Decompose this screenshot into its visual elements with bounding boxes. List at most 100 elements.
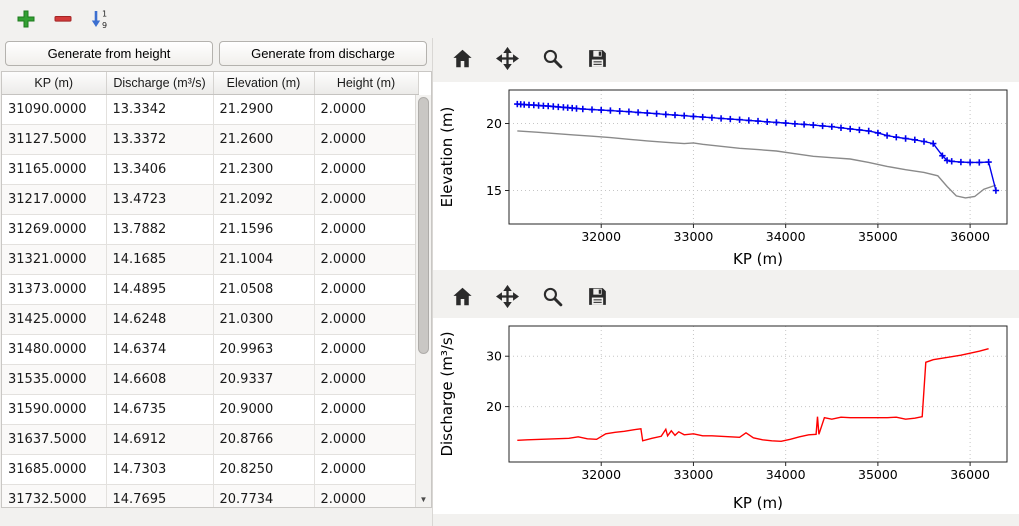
table-cell[interactable]: 2.0000 (314, 304, 419, 335)
pan-button[interactable] (493, 284, 521, 312)
zoom-icon (541, 285, 564, 311)
table-cell[interactable]: 2.0000 (314, 184, 419, 215)
table-cell[interactable]: 2.0000 (314, 274, 419, 305)
home-button[interactable] (448, 46, 476, 74)
table-row: 31425.0000 14.6248 21.0300 2.0000 (2, 304, 419, 335)
table-cell[interactable]: 31217.0000 (2, 184, 107, 215)
table-cell[interactable]: 31425.0000 (2, 304, 107, 335)
table-cell[interactable]: 31637.5000 (2, 424, 107, 455)
plus-icon (15, 8, 37, 30)
scrollbar-thumb[interactable] (418, 97, 429, 355)
table-row: 31127.5000 13.3372 21.2600 2.0000 (2, 124, 419, 155)
save-icon (586, 47, 609, 73)
table-cell[interactable]: 31165.0000 (2, 154, 107, 185)
table-cell[interactable]: 13.3342 (106, 94, 214, 125)
table-cell[interactable]: 20.8250 (213, 454, 315, 485)
table-cell[interactable]: 31590.0000 (2, 394, 107, 425)
table-cell[interactable]: 14.7695 (106, 484, 214, 507)
table-cell[interactable]: 31321.0000 (2, 244, 107, 275)
table-cell[interactable]: 14.4895 (106, 274, 214, 305)
table-cell[interactable]: 14.6608 (106, 364, 214, 395)
table-cell[interactable]: 21.2092 (213, 184, 315, 215)
table-cell[interactable]: 2.0000 (314, 364, 419, 395)
sort-numeric-ascending-icon: 1 9 (89, 8, 111, 30)
table-cell[interactable]: 13.3406 (106, 154, 214, 185)
table-cell[interactable]: 13.3372 (106, 124, 214, 155)
profile-table: KP (m) Discharge (m³/s) Elevation (m) Heigh… (2, 72, 419, 507)
table-cell[interactable]: 31732.5000 (2, 484, 107, 507)
table-cell[interactable]: 14.6735 (106, 394, 214, 425)
pan-button[interactable] (493, 46, 521, 74)
main-toolbar: 1 9 (0, 0, 1019, 38)
table-row: 31732.5000 14.7695 20.7734 2.0000 (2, 484, 419, 507)
table-cell[interactable]: 2.0000 (314, 94, 419, 125)
svg-text:34000: 34000 (766, 229, 806, 244)
table-cell[interactable]: 21.1004 (213, 244, 315, 275)
table-cell[interactable]: 20.9963 (213, 334, 315, 365)
table-cell[interactable]: 2.0000 (314, 214, 419, 245)
table-scrollbar[interactable]: ▼ (415, 95, 431, 507)
table-cell[interactable]: 2.0000 (314, 424, 419, 455)
table-cell[interactable]: 2.0000 (314, 394, 419, 425)
table-cell[interactable]: 31685.0000 (2, 454, 107, 485)
zoom-button[interactable] (538, 46, 566, 74)
remove-row-button[interactable] (49, 5, 77, 33)
column-header[interactable]: Elevation (m) (213, 72, 315, 95)
table-cell[interactable]: 13.7882 (106, 214, 214, 245)
table-cell[interactable]: 2.0000 (314, 454, 419, 485)
svg-text:33000: 33000 (674, 467, 714, 482)
table-cell[interactable]: 21.2600 (213, 124, 315, 155)
table-row: 31321.0000 14.1685 21.1004 2.0000 (2, 244, 419, 275)
svg-text:35000: 35000 (858, 229, 898, 244)
table-cell[interactable]: 14.6912 (106, 424, 214, 455)
save-button[interactable] (583, 46, 611, 74)
table-cell[interactable]: 21.2300 (213, 154, 315, 185)
table-cell[interactable]: 14.7303 (106, 454, 214, 485)
table-cell[interactable]: 20.9000 (213, 394, 315, 425)
table-cell[interactable]: 2.0000 (314, 154, 419, 185)
table-cell[interactable]: 14.1685 (106, 244, 214, 275)
table-cell[interactable]: 31535.0000 (2, 364, 107, 395)
table-cell[interactable]: 20.8766 (213, 424, 315, 455)
svg-text:30: 30 (486, 349, 502, 364)
column-header[interactable]: Height (m) (314, 72, 419, 95)
table-row: 31269.0000 13.7882 21.1596 2.0000 (2, 214, 419, 245)
generate-from-height-button[interactable]: Generate from height (5, 41, 213, 66)
table-cell[interactable]: 31480.0000 (2, 334, 107, 365)
table-cell[interactable]: 31373.0000 (2, 274, 107, 305)
table-cell[interactable]: 14.6248 (106, 304, 214, 335)
save-button[interactable] (583, 284, 611, 312)
pan-icon (495, 46, 519, 73)
table-cell[interactable]: 2.0000 (314, 124, 419, 155)
table-cell[interactable]: 13.4723 (106, 184, 214, 215)
column-header[interactable]: Discharge (m³/s) (106, 72, 214, 95)
table-cell[interactable]: 20.7734 (213, 484, 315, 507)
table-cell[interactable]: 20.9337 (213, 364, 315, 395)
left-panel: Generate from height Generate from disch… (0, 38, 432, 526)
table-cell[interactable]: 2.0000 (314, 334, 419, 365)
table-cell[interactable]: 31269.0000 (2, 214, 107, 245)
add-row-button[interactable] (12, 5, 40, 33)
scrollbar-down-arrow[interactable]: ▼ (419, 495, 428, 504)
panel-spacer (433, 270, 1019, 278)
svg-text:Elevation (m): Elevation (m) (438, 107, 456, 208)
table-cell[interactable]: 2.0000 (314, 484, 419, 507)
table-cell[interactable]: 21.2900 (213, 94, 315, 125)
table-cell[interactable]: 21.0508 (213, 274, 315, 305)
table-cell[interactable]: 21.1596 (213, 214, 315, 245)
svg-text:20: 20 (486, 116, 502, 131)
generate-from-discharge-button[interactable]: Generate from discharge (219, 41, 427, 66)
table-cell[interactable]: 21.0300 (213, 304, 315, 335)
table-cell[interactable]: 31090.0000 (2, 94, 107, 125)
column-header[interactable]: KP (m) (2, 72, 107, 95)
table-cell[interactable]: 31127.5000 (2, 124, 107, 155)
sort-button[interactable]: 1 9 (86, 5, 114, 33)
svg-text:32000: 32000 (581, 229, 621, 244)
table-cell[interactable]: 2.0000 (314, 244, 419, 275)
zoom-button[interactable] (538, 284, 566, 312)
table-cell[interactable]: 14.6374 (106, 334, 214, 365)
table-row: 31373.0000 14.4895 21.0508 2.0000 (2, 274, 419, 305)
svg-text:KP (m): KP (m) (733, 494, 783, 512)
home-button[interactable] (448, 284, 476, 312)
